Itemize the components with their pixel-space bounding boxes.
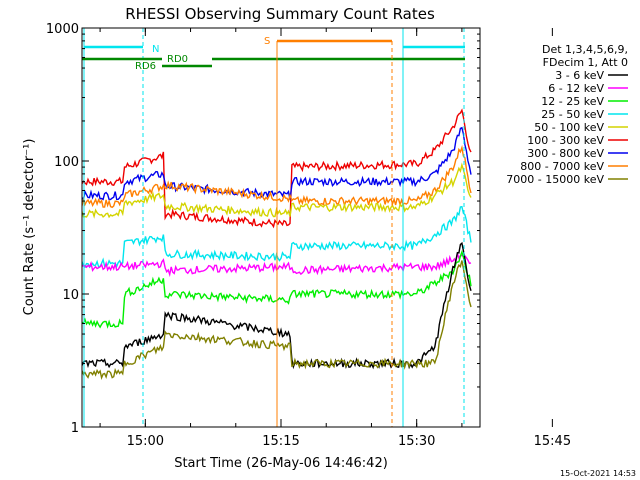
- legend-header-2: FDecim 1, Att 0: [543, 56, 628, 69]
- legend: Det 1,3,4,5,6,9, FDecim 1, Att 0 3 - 6 k…: [506, 43, 628, 186]
- legend-label: 12 - 25 keV: [541, 95, 604, 108]
- series-line: [82, 249, 472, 329]
- legend-label: 100 - 300 keV: [527, 134, 604, 147]
- legend-label: 3 - 6 keV: [555, 69, 604, 82]
- x-tick-label: 15:00: [127, 434, 164, 449]
- y-tick-label: 10: [62, 288, 79, 303]
- y-axis-label: Count Rate (s⁻¹ detector⁻¹): [22, 139, 37, 316]
- legend-label: 6 - 12 keV: [548, 82, 604, 95]
- x-tick-label: 15:15: [262, 434, 299, 449]
- series-line: [82, 253, 472, 278]
- segment-markers: N RD0 RD6 S: [82, 28, 465, 427]
- legend-label: 25 - 50 keV: [541, 108, 604, 121]
- series-line: [82, 260, 472, 381]
- y-tick-label: 1000: [46, 22, 79, 37]
- series-line: [82, 108, 472, 229]
- legend-label: 50 - 100 keV: [534, 121, 604, 134]
- y-tick-label: 1: [71, 421, 79, 436]
- legend-label: 300 - 800 keV: [527, 147, 604, 160]
- y-axis: 1 10 100 1000: [46, 22, 480, 436]
- series-line: [82, 241, 472, 370]
- series-line: [82, 126, 472, 202]
- series-layer: [82, 108, 472, 381]
- night-label: N: [152, 44, 159, 55]
- footer-date: 15-Oct-2021 14:53: [560, 469, 636, 478]
- legend-label: 800 - 7000 keV: [520, 160, 604, 173]
- x-tick-label: 15:30: [398, 434, 435, 449]
- rd0-label: RD0: [167, 54, 188, 65]
- legend-header-1: Det 1,3,4,5,6,9,: [542, 43, 628, 56]
- saa-label: S: [264, 36, 270, 47]
- chart-title: RHESSI Observing Summary Count Rates: [125, 5, 435, 23]
- x-tick-label: 15:45: [534, 434, 571, 449]
- x-axis-label: Start Time (26-May-06 14:46:42): [174, 456, 388, 471]
- y-tick-label: 100: [54, 155, 79, 170]
- series-line: [82, 162, 472, 219]
- series-line: [82, 205, 472, 269]
- series-line: [82, 144, 472, 209]
- rd6-label: RD6: [135, 61, 156, 72]
- legend-label: 7000 - 15000 keV: [506, 173, 604, 186]
